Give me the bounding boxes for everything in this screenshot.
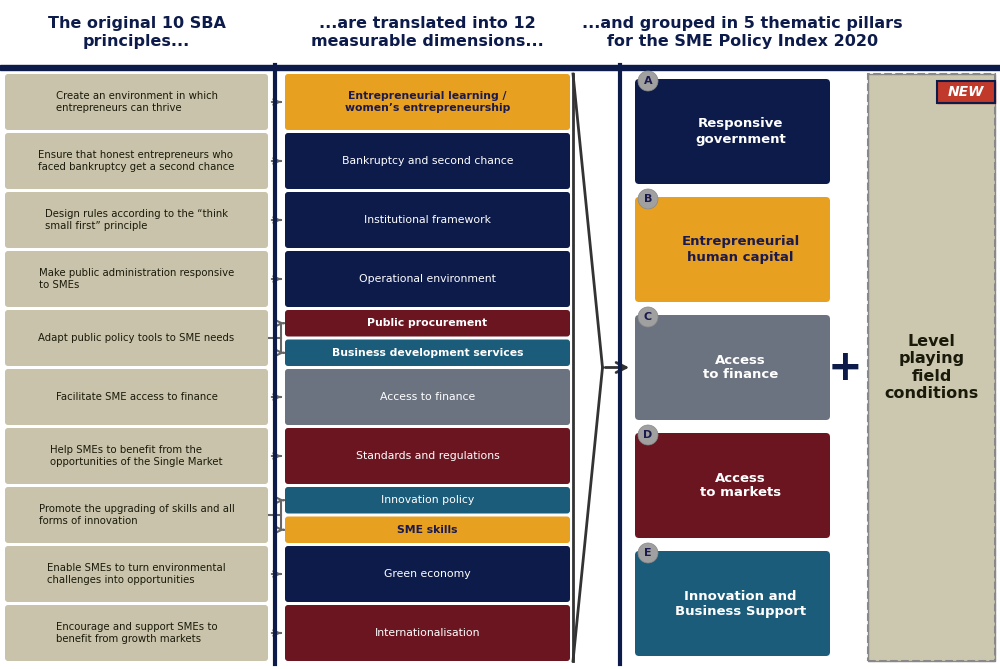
FancyBboxPatch shape [5,487,268,543]
Circle shape [638,543,658,563]
Circle shape [638,307,658,327]
FancyBboxPatch shape [635,315,830,420]
Text: Access
to markets: Access to markets [700,472,781,500]
FancyBboxPatch shape [285,74,570,130]
Text: Level
playing
field
conditions: Level playing field conditions [884,334,979,401]
FancyBboxPatch shape [285,428,570,484]
Text: SME skills: SME skills [397,524,458,535]
FancyBboxPatch shape [285,369,570,425]
Text: A: A [644,76,652,86]
FancyBboxPatch shape [285,516,570,543]
FancyBboxPatch shape [5,546,268,602]
FancyBboxPatch shape [285,339,570,366]
FancyBboxPatch shape [635,433,830,538]
Text: Standards and regulations: Standards and regulations [356,451,499,461]
FancyBboxPatch shape [285,192,570,248]
Text: Create an environment in which
entrepreneurs can thrive: Create an environment in which entrepren… [56,91,218,113]
Text: NEW: NEW [948,85,984,99]
Bar [868,74,995,661]
Text: Enable SMEs to turn environmental
challenges into opportunities: Enable SMEs to turn environmental challe… [47,563,226,585]
FancyBboxPatch shape [5,605,268,661]
Text: E: E [644,548,652,558]
Bar [620,65,1000,70]
FancyBboxPatch shape [635,551,830,656]
FancyBboxPatch shape [285,605,570,661]
Text: Green economy: Green economy [384,569,471,579]
Text: Innovation and
Business Support: Innovation and Business Support [675,589,806,617]
FancyBboxPatch shape [5,192,268,248]
Text: Internationalisation: Internationalisation [375,628,480,638]
Text: Entrepreneurial
human capital: Entrepreneurial human capital [681,235,800,264]
Bar [937,81,995,103]
Text: ...are translated into 12
measurable dimensions...: ...are translated into 12 measurable dim… [311,16,544,49]
Text: Bankruptcy and second chance: Bankruptcy and second chance [342,156,513,166]
Text: Public procurement: Public procurement [367,318,488,328]
FancyBboxPatch shape [5,133,268,189]
Circle shape [638,189,658,209]
Text: +: + [828,347,862,389]
FancyBboxPatch shape [285,546,570,602]
FancyBboxPatch shape [5,74,268,130]
Text: Entrepreneurial learning /
women’s entrepreneurship: Entrepreneurial learning / women’s entre… [345,91,510,113]
FancyBboxPatch shape [5,428,268,484]
Text: C: C [644,312,652,322]
FancyBboxPatch shape [5,251,268,307]
Bar [275,65,620,70]
Text: The original 10 SBA
principles...: The original 10 SBA principles... [48,16,225,49]
Circle shape [638,71,658,91]
FancyBboxPatch shape [285,133,570,189]
Text: Institutional framework: Institutional framework [364,215,491,225]
FancyBboxPatch shape [5,369,268,425]
FancyBboxPatch shape [635,197,830,302]
Text: Access to finance: Access to finance [380,392,475,402]
Text: Business development services: Business development services [332,348,523,358]
Text: Ensure that honest entrepreneurs who
faced bankruptcy get a second chance: Ensure that honest entrepreneurs who fac… [38,151,235,172]
Text: Adapt public policy tools to SME needs: Adapt public policy tools to SME needs [38,333,235,343]
Text: Encourage and support SMEs to
benefit from growth markets: Encourage and support SMEs to benefit fr… [56,622,217,644]
Circle shape [638,425,658,445]
Text: Help SMEs to benefit from the
opportunities of the Single Market: Help SMEs to benefit from the opportunit… [50,445,223,467]
Text: Design rules according to the “think
small first” principle: Design rules according to the “think sma… [45,209,228,231]
Text: D: D [643,430,653,440]
Text: Innovation policy: Innovation policy [381,495,474,505]
FancyBboxPatch shape [635,79,830,184]
Bar [937,81,995,103]
Text: Make public administration responsive
to SMEs: Make public administration responsive to… [39,268,234,290]
FancyBboxPatch shape [285,310,570,337]
FancyBboxPatch shape [285,487,570,514]
FancyBboxPatch shape [285,251,570,307]
Bar [0,65,275,70]
Text: B: B [644,194,652,204]
Bar [868,74,995,661]
Text: Facilitate SME access to finance: Facilitate SME access to finance [56,392,217,402]
Text: Responsive
government: Responsive government [695,118,786,145]
Text: ...and grouped in 5 thematic pillars
for the SME Policy Index 2020: ...and grouped in 5 thematic pillars for… [582,16,903,49]
Text: Access
to finance: Access to finance [703,353,778,381]
Text: Operational environment: Operational environment [359,274,496,284]
Text: Promote the upgrading of skills and all
forms of innovation: Promote the upgrading of skills and all … [39,504,234,526]
FancyBboxPatch shape [5,310,268,366]
